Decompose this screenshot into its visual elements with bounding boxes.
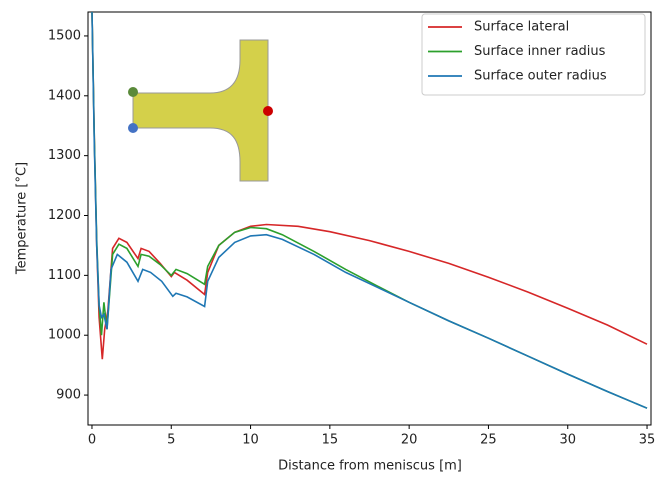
- legend-label: Surface lateral: [474, 20, 569, 35]
- inset-profile: [128, 39, 273, 182]
- y-tick-label: 1100: [48, 268, 81, 283]
- inner-marker: [128, 87, 138, 97]
- y-axis-label: Temperature [°C]: [15, 162, 30, 275]
- y-tick-label: 1300: [48, 148, 81, 163]
- lateral-marker: [263, 106, 273, 116]
- legend-box: [421, 13, 646, 96]
- y-tick-label: 900: [56, 388, 81, 403]
- x-tick-label: 35: [639, 433, 656, 448]
- profile-shape: [132, 39, 269, 182]
- x-tick-label: 15: [322, 433, 339, 448]
- outer-marker: [128, 123, 138, 133]
- series-line: [91, 11, 648, 409]
- x-tick-label: 10: [242, 433, 259, 448]
- x-tick-label: 25: [480, 433, 497, 448]
- x-tick-label: 5: [167, 433, 175, 448]
- plot-frame: [87, 11, 652, 426]
- legend-label: Surface inner radius: [474, 44, 606, 59]
- x-tick-label: 0: [88, 433, 96, 448]
- x-axis-label: Distance from meniscus [m]: [278, 459, 462, 474]
- y-tick-label: 1200: [48, 208, 81, 223]
- y-tick-label: 1000: [48, 328, 81, 343]
- x-tick-label: 30: [559, 433, 576, 448]
- x-tick-label: 20: [401, 433, 418, 448]
- y-tick-label: 1400: [48, 88, 81, 103]
- legend-label: Surface outer radius: [474, 69, 607, 84]
- y-tick-label: 1500: [48, 28, 81, 43]
